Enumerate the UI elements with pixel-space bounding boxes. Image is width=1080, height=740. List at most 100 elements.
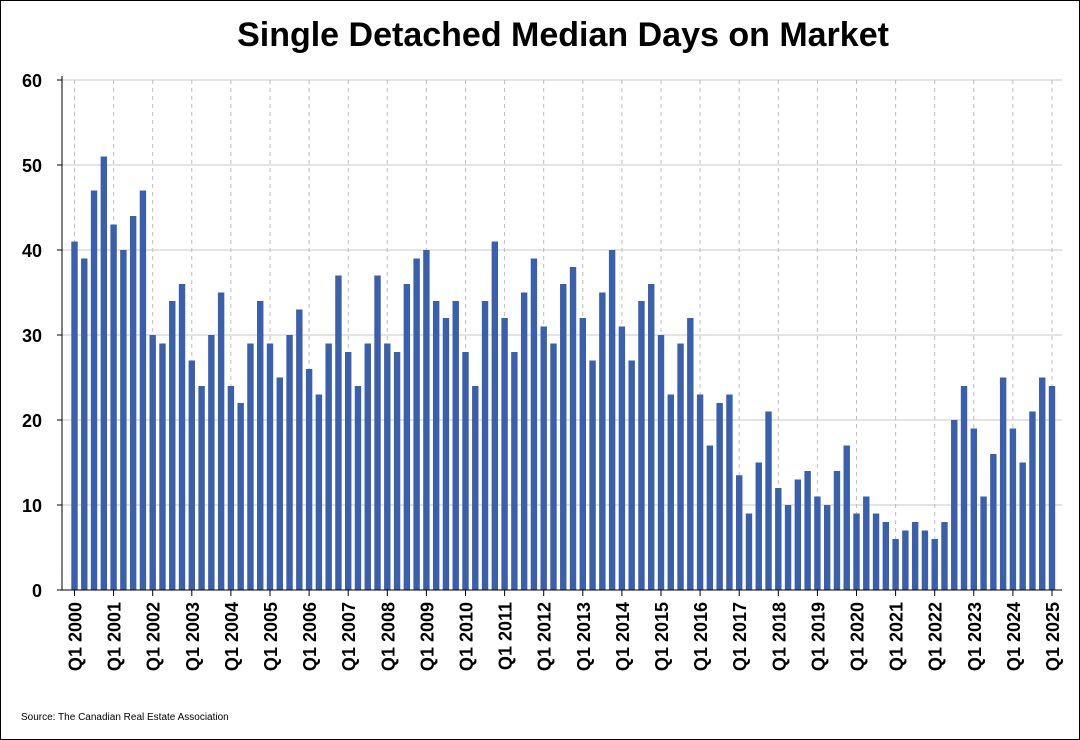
bar: Q3 2003: 30 — [208, 335, 215, 590]
bar: Q4 2024: 25 — [1039, 377, 1046, 590]
bar: Q2 2020: 11 — [863, 496, 870, 590]
axes — [57, 76, 1062, 596]
bar: Q3 2023: 16 — [990, 454, 997, 590]
bar: Q1 2003: 27 — [188, 360, 195, 590]
bars: Q1 2000: 41Q2 2000: 39Q3 2000: 47Q4 2000… — [71, 156, 1056, 590]
x-tick-label: Q1 2005 — [261, 602, 281, 671]
bar: Q4 2006: 37 — [335, 275, 342, 590]
x-tick-label: Q1 2004 — [222, 602, 242, 671]
x-tick-label: Q1 2008 — [378, 602, 398, 671]
bar: Q2 2001: 40 — [120, 250, 127, 590]
bar: Q2 2013: 27 — [589, 360, 596, 590]
y-tick-label: 50 — [22, 156, 42, 176]
bar: Q4 2008: 39 — [413, 258, 420, 590]
bar: Q4 2001: 47 — [139, 190, 147, 590]
bar: Q3 2001: 44 — [129, 216, 137, 590]
bar: Q2 2008: 28 — [393, 352, 401, 590]
bar: Q3 2019: 14 — [833, 471, 841, 590]
bar: Q4 2015: 32 — [687, 318, 694, 590]
bar: Q2 2014: 27 — [628, 360, 635, 590]
bar: Q3 2009: 32 — [442, 318, 450, 590]
bar: Q3 2004: 29 — [247, 343, 254, 590]
bar: Q1 2022: 6 — [931, 539, 938, 590]
x-tick-label: Q1 2014 — [613, 602, 633, 671]
bar: Q4 2021: 7 — [921, 530, 929, 590]
bar: Q4 2011: 39 — [530, 258, 538, 590]
x-tick-label: Q1 2009 — [417, 602, 437, 671]
x-tick-labels: Q1 2000 Q1 2001 Q1 2002 Q1 2003 Q1 2004 Q1 20… — [66, 602, 1064, 671]
bar: Q1 2025: 24 — [1048, 386, 1056, 590]
bar: Q1 2005: 29 — [266, 343, 274, 590]
x-tick-label: Q1 2013 — [574, 602, 594, 671]
bar: Q1 2008: 29 — [384, 343, 391, 590]
y-tick-label: 0 — [32, 581, 42, 601]
bar: Q3 2024: 21 — [1029, 411, 1036, 590]
x-tick-label: Q1 2020 — [848, 602, 868, 671]
bar: Q1 2021: 6 — [892, 539, 899, 590]
bar: Q2 2000: 39 — [81, 258, 88, 590]
bar: Q4 2003: 35 — [217, 292, 225, 590]
bar: Q2 2005: 25 — [276, 377, 283, 590]
x-tick-label: Q1 2017 — [730, 602, 750, 671]
bar: Q1 2000: 41 — [71, 241, 78, 590]
bar: Q3 2015: 29 — [677, 343, 684, 590]
bar: Q1 2011: 32 — [501, 318, 508, 590]
bar: Q4 2000: 51 — [100, 156, 108, 590]
bar: Q2 2004: 22 — [237, 403, 244, 590]
bar: Q1 2024: 19 — [1009, 428, 1017, 590]
bar: Q1 2009: 40 — [423, 250, 430, 590]
bar: Q2 2009: 34 — [432, 301, 440, 590]
bar: Q3 2017: 15 — [755, 462, 762, 590]
bar: Q2 2023: 11 — [980, 496, 987, 590]
bar: Q1 2006: 26 — [305, 369, 313, 590]
bar: Q1 2017: 13.5 — [736, 475, 743, 590]
x-tick-label: Q1 2018 — [769, 602, 789, 671]
y-tick-label: 60 — [22, 71, 42, 91]
x-tick-label: Q1 2012 — [535, 602, 555, 671]
x-tick-label: Q1 2002 — [144, 602, 164, 671]
x-tick-label: Q1 2011 — [496, 602, 516, 670]
bar: Q2 2011: 28 — [511, 352, 518, 590]
bar: Q1 2020: 9 — [853, 513, 860, 590]
bar: Q2 2007: 24 — [354, 386, 362, 590]
bar: Q3 2000: 47 — [90, 190, 98, 590]
bar: Q3 2013: 35 — [599, 292, 606, 590]
bar: Q2 2019: 10 — [823, 505, 831, 590]
bar: Q3 2008: 36 — [403, 284, 411, 590]
bar: Q4 2022: 24 — [960, 386, 968, 590]
bar: Q3 2010: 34 — [481, 301, 489, 590]
x-tick-label: Q1 2021 — [887, 602, 907, 671]
x-tick-label: Q1 2022 — [926, 602, 946, 671]
x-tick-label: Q1 2019 — [808, 602, 828, 671]
bar: Q2 2002: 29 — [159, 343, 166, 590]
bar: Q1 2015: 30 — [657, 335, 665, 590]
bar: Q1 2014: 31 — [618, 326, 626, 590]
y-tick-labels: 0 10 20 30 40 50 60 — [22, 71, 42, 601]
bar: Q4 2014: 36 — [648, 284, 655, 590]
bar: Q3 2012: 36 — [560, 284, 567, 590]
y-tick-label: 30 — [22, 326, 42, 346]
bar: Q4 2013: 40 — [608, 250, 616, 590]
y-tick-label: 10 — [22, 496, 42, 516]
source-note: Source: The Canadian Real Estate Associa… — [21, 712, 229, 723]
bar: Q1 2002: 30 — [149, 335, 156, 590]
bar: Q3 2006: 29 — [325, 343, 332, 590]
bar: Q3 2020: 9 — [872, 513, 880, 590]
bar: Q3 2014: 34 — [638, 301, 645, 590]
bar: Q3 2018: 13 — [794, 479, 802, 590]
bar: Q3 2007: 29 — [364, 343, 371, 590]
bar: Q1 2019: 11 — [814, 496, 821, 590]
x-tick-label: Q1 2010 — [457, 602, 477, 671]
bar: Q2 2017: 9 — [745, 513, 753, 590]
x-tick-label: Q1 2006 — [300, 602, 320, 671]
bar: Q2 2024: 15 — [1019, 462, 1026, 590]
bar: Q3 2002: 34 — [169, 301, 176, 590]
bar: Q3 2021: 8 — [911, 522, 919, 590]
x-tick-label: Q1 2024 — [1004, 602, 1024, 671]
bar: Q2 2022: 8 — [941, 522, 948, 590]
bar: Q4 2004: 34 — [257, 301, 264, 590]
y-tick-label: 40 — [22, 241, 42, 261]
bar: Q4 2018: 14 — [804, 471, 811, 590]
bar: Q4 2005: 33 — [296, 309, 303, 590]
